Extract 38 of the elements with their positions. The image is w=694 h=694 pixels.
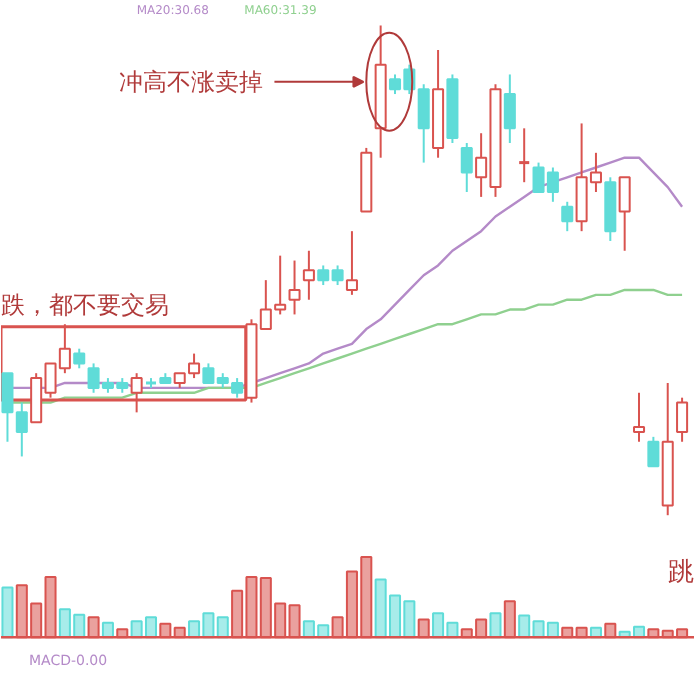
bar	[87, 616, 100, 639]
bar	[331, 616, 344, 639]
annotation: 跳	[668, 558, 694, 589]
bar	[30, 602, 43, 639]
bar	[58, 608, 71, 639]
bar	[73, 613, 86, 639]
bar	[388, 594, 402, 639]
bar	[345, 570, 358, 639]
bar	[432, 612, 445, 639]
bar	[202, 612, 215, 639]
bar	[489, 612, 502, 639]
bar	[245, 576, 258, 639]
annotation: 跌，都不要交易	[1, 290, 169, 319]
candlestick	[503, 73, 516, 145]
bar	[259, 576, 272, 639]
bar	[503, 600, 516, 639]
bar	[532, 620, 545, 639]
bar	[15, 584, 28, 639]
bar	[360, 556, 373, 639]
bar	[231, 589, 244, 639]
bar	[288, 604, 301, 639]
bar	[1, 586, 14, 639]
candlestick	[302, 249, 315, 301]
bar	[144, 616, 158, 639]
candlestick	[288, 259, 301, 316]
annotation: 冲高不涨卖掉	[119, 67, 264, 96]
bar	[216, 616, 229, 639]
candlestick	[633, 391, 646, 443]
bar	[518, 614, 531, 639]
bar	[130, 620, 143, 639]
candlestick	[432, 48, 445, 159]
bar	[274, 602, 287, 639]
bar	[44, 576, 57, 639]
bar	[374, 578, 387, 639]
candlestick	[374, 24, 387, 159]
candlestick	[661, 381, 674, 517]
bar	[403, 600, 416, 639]
candlestick	[517, 127, 531, 184]
